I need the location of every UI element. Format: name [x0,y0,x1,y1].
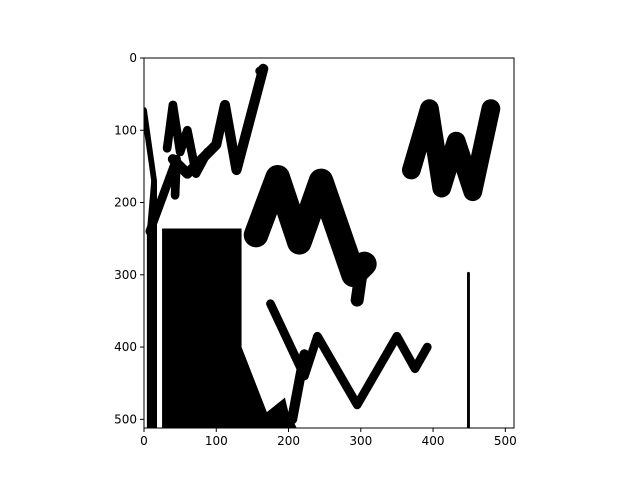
x-tick-label: 0 [140,434,148,448]
y-tick-label: 100 [114,123,137,137]
plot-frame [143,57,515,429]
filled-shape-0 [162,228,293,428]
y-tick-label: 0 [129,51,137,65]
x-tick-label: 300 [349,434,372,448]
y-tick-label: 300 [114,268,137,282]
y-tick-label: 500 [114,412,137,426]
x-axis: 0 100 200 300 400 500 [140,428,517,448]
stroke-8 [287,349,310,425]
stroke-9 [255,414,271,428]
y-axis: 0 100 200 300 400 500 [114,51,144,426]
dot-0 [255,66,264,76]
stroke-4 [167,63,269,179]
stroke-11 [401,99,501,202]
y-tick-label: 400 [114,340,137,354]
x-tick-label: 200 [277,434,300,448]
y-tick-label: 200 [114,196,137,210]
x-tick-label: 100 [205,434,228,448]
image-layer [144,63,501,428]
x-tick-label: 400 [422,434,445,448]
x-tick-label: 500 [494,434,517,448]
stroke-6 [350,268,368,307]
